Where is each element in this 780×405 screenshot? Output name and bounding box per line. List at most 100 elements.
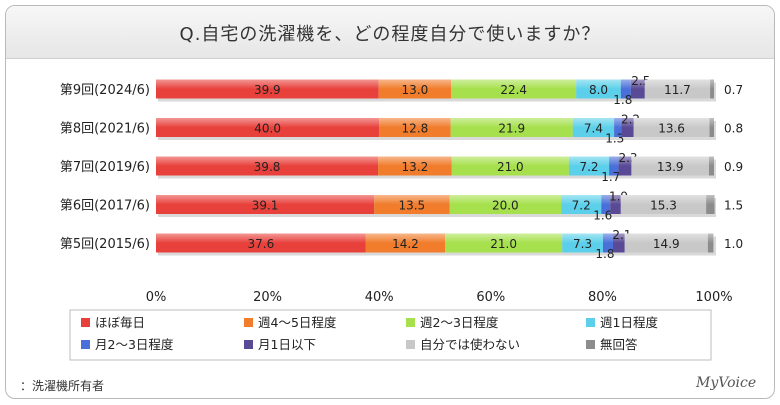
category-label: 第5回(2015/6) [60, 237, 150, 252]
legend-label: 週2～3日程度 [420, 315, 499, 330]
bar-segment [379, 118, 451, 137]
bar-segment [707, 233, 714, 253]
x-tick-label: 60% [476, 290, 505, 305]
data-label: 12.8 [402, 122, 429, 136]
bar-segment [609, 156, 619, 176]
category-label: 第6回(2017/6) [60, 199, 150, 214]
legend-swatch [244, 318, 253, 327]
data-label: 1.3 [605, 132, 624, 146]
data-label: 13.2 [402, 160, 429, 174]
bar-segment [156, 233, 366, 253]
bar-segment [633, 118, 710, 137]
bar-segment [644, 79, 711, 99]
data-label: 22.4 [500, 83, 527, 97]
data-label: 21.9 [498, 122, 525, 136]
bar-segment [618, 156, 632, 176]
data-label: 40.0 [254, 122, 281, 136]
data-label: 21.0 [490, 237, 517, 251]
bar-segment [630, 79, 645, 99]
legend-swatch [406, 340, 415, 349]
data-label: 1.8 [613, 93, 632, 107]
bar-segment [378, 79, 452, 99]
bar-segment [374, 195, 450, 214]
bar-segment [451, 156, 569, 176]
bar-segment [602, 233, 614, 253]
bar-segment [445, 233, 563, 253]
legend-swatch [244, 340, 253, 349]
bar-segment [620, 195, 707, 214]
data-label: 39.1 [252, 199, 279, 213]
data-label: 1.7 [601, 170, 620, 184]
bar-segment [156, 118, 380, 137]
data-label: 14.9 [653, 237, 680, 251]
data-label: 8.0 [589, 83, 608, 97]
bar-segment [710, 79, 714, 99]
data-label: 1.5 [724, 199, 743, 213]
category-label: 第9回(2024/6) [60, 83, 150, 98]
bar-segment [562, 233, 603, 253]
bar-segment [601, 195, 611, 214]
category-label: 第7回(2019/6) [60, 160, 150, 175]
bar-segment [451, 79, 577, 99]
legend-label: ほぼ毎日 [95, 315, 145, 330]
bar-segment [156, 195, 375, 214]
bar-segment [624, 233, 708, 253]
bar-segment [449, 195, 562, 214]
data-label: 13.0 [402, 83, 429, 97]
data-label: 0.7 [724, 83, 743, 97]
bar-segment [156, 79, 379, 99]
data-label: 0.9 [724, 160, 743, 174]
legend-label: 週4～5日程度 [258, 315, 337, 330]
legend-label: 週1日程度 [600, 315, 658, 330]
bar-segment [614, 118, 622, 137]
legend-swatch [81, 318, 90, 327]
bar-segment [576, 79, 621, 99]
footnote: ：洗濯機所有者 [20, 379, 105, 393]
data-label: 11.7 [664, 83, 691, 97]
data-label: 7.3 [573, 237, 592, 251]
data-label: 39.8 [254, 160, 281, 174]
data-label: 7.2 [572, 199, 591, 213]
category-label: 第8回(2021/6) [60, 122, 150, 137]
legend-swatch [586, 340, 595, 349]
bar-segment [621, 118, 634, 137]
data-label: 1.0 [724, 237, 743, 251]
x-tick-label: 40% [365, 290, 394, 305]
x-tick-label: 20% [253, 290, 282, 305]
chart-title: Q.自宅の洗濯機を、どの程度自分で使いますか？ [179, 24, 601, 45]
data-label: 13.6 [658, 122, 685, 136]
bar-segment [450, 118, 573, 137]
bar-segment [378, 156, 452, 176]
brand-logo: MyVoice [696, 375, 757, 391]
legend-swatch [586, 318, 595, 327]
bar-segment [631, 156, 709, 176]
bar-segment [706, 195, 715, 214]
bar-segment [156, 156, 379, 176]
data-label: 7.4 [584, 122, 603, 136]
data-label: 14.2 [392, 237, 419, 251]
legend-label: 自分では使わない [420, 337, 520, 352]
x-tick-label: 0% [146, 290, 167, 305]
legend-swatch [81, 340, 90, 349]
x-tick-label: 100% [695, 290, 732, 305]
x-tick-label: 80% [588, 290, 617, 305]
data-label: 0.8 [724, 122, 743, 136]
data-label: 13.5 [398, 199, 425, 213]
title-band: Q.自宅の洗濯機を、どの程度自分で使いますか？ [6, 6, 774, 59]
bar-segment [610, 195, 621, 214]
data-label: 15.3 [650, 199, 677, 213]
chart-svg: 第9回(2024/6) 39.9 13.0 22.4 8.01.82.511.7 0.7第… [60, 74, 743, 361]
bar-segment [613, 233, 625, 253]
chart-frame: Q.自宅の洗濯機を、どの程度自分で使いますか？ 第9回(2024/6) 39.9 1… [5, 5, 775, 399]
data-label: 21.0 [497, 160, 524, 174]
legend-label: 無回答 [600, 337, 638, 352]
data-label: 1.6 [593, 209, 612, 223]
legend-label: 月2～3日程度 [95, 337, 174, 352]
data-label: 20.0 [492, 199, 519, 213]
bar-segment [572, 118, 615, 137]
data-label: 13.9 [657, 160, 684, 174]
data-label: 1.8 [595, 247, 614, 261]
legend-box [69, 309, 712, 361]
legend-label: 月1日以下 [258, 337, 316, 352]
bar-segment [709, 118, 714, 137]
